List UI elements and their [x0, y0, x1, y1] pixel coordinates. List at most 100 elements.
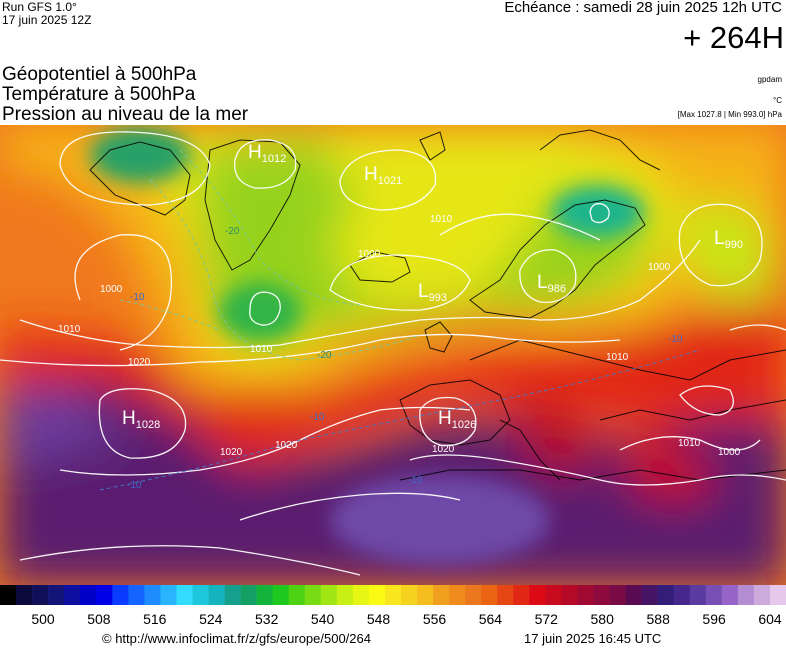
- scale-tick-8: 564: [479, 611, 503, 627]
- scale-cell-20: [320, 585, 338, 605]
- scale-cell-43: [689, 585, 707, 605]
- scale-cell-15: [240, 585, 257, 605]
- scale-cell-40: [641, 585, 658, 605]
- unit-temperature: °C: [773, 96, 782, 105]
- scale-cell-3: [48, 585, 65, 605]
- isobar-label-8: 1020: [432, 444, 455, 455]
- temperature-labels: -20 -20 -10 -10 -10 -10 -10: [127, 226, 683, 491]
- scale-cell-27: [433, 585, 450, 605]
- scale-cell-30: [481, 585, 498, 605]
- scale-cell-29: [465, 585, 482, 605]
- layer-temperature: Température à 500hPa: [2, 84, 196, 105]
- scale-tick-6: 548: [367, 611, 391, 627]
- isobar-label-9: 1010: [678, 438, 701, 449]
- scale-cell-42: [673, 585, 691, 605]
- isobars: [0, 131, 786, 576]
- layer-geopotential: Géopotentiel à 500hPa: [2, 64, 197, 85]
- pressure-center-5: H1028: [122, 408, 160, 431]
- isobar-labels: 1010 1000 1000 1010 1010 1020 1020 1020 1020 1010…: [58, 214, 741, 458]
- scale-cell-32: [513, 585, 530, 605]
- copyright[interactable]: © http://www.infoclimat.fr/z/gfs/europe/…: [102, 631, 371, 646]
- isobar-label-5: 1020: [128, 357, 151, 368]
- pressure-center-4: L986: [537, 272, 566, 295]
- scale-cell-18: [288, 585, 306, 605]
- scale-tick-12: 596: [702, 611, 726, 627]
- color-scale: 500 508 516 524 532 540 548 556 564 572 580 588 596 6…: [0, 585, 786, 627]
- scale-cell-7: [112, 585, 129, 605]
- scale-cell-12: [192, 585, 209, 605]
- scale-tick-1: 508: [87, 611, 111, 627]
- scale-cell-16: [256, 585, 273, 605]
- run-date: 17 juin 2025 12Z: [2, 13, 92, 27]
- scale-cell-25: [401, 585, 418, 605]
- scale-cell-35: [561, 585, 578, 605]
- scale-cell-0: [0, 585, 17, 605]
- layer-pressure: Pression au niveau de la mer: [2, 104, 249, 125]
- scale-cell-31: [497, 585, 514, 605]
- scale-cell-28: [449, 585, 466, 605]
- scale-tick-13: 604: [758, 611, 782, 627]
- scale-cell-45: [721, 585, 739, 605]
- scale-cell-48: [769, 585, 786, 605]
- temp-label-3: -10: [310, 412, 325, 423]
- scale-cell-10: [160, 585, 177, 605]
- scale-tick-10: 580: [591, 611, 615, 627]
- scale-tick-0: 500: [31, 611, 55, 627]
- pressure-centers: H1012 H1021 L990 L993 L986 H1028 H1026: [122, 142, 743, 431]
- scale-cell-1: [16, 585, 33, 605]
- isobar-label-12: 1010: [606, 352, 629, 363]
- echeance: Echéance : samedi 28 juin 2025 12h UTC: [504, 0, 782, 16]
- scale-cell-8: [128, 585, 145, 605]
- isobar-label-3: 1010: [58, 324, 81, 335]
- scale-cell-19: [304, 585, 322, 605]
- isobar-label-6: 1020: [220, 447, 243, 458]
- isobar-label-0: 1010: [430, 214, 453, 225]
- scale-tick-3: 524: [199, 611, 223, 627]
- scale-tick-5: 540: [311, 611, 335, 627]
- scale-cell-33: [529, 585, 546, 605]
- scale-cell-13: [208, 585, 225, 605]
- scale-cell-24: [384, 585, 402, 605]
- scale-cell-47: [753, 585, 771, 605]
- temp-label-1: -20: [317, 350, 332, 361]
- scale-cell-21: [336, 585, 354, 605]
- temp-label-2: -10: [130, 292, 145, 303]
- run-label: Run GFS 1.0°: [2, 0, 77, 14]
- unit-geopotential: gpdam: [757, 75, 782, 84]
- isobar-label-2: 1000: [100, 284, 123, 295]
- scale-cell-14: [224, 585, 241, 605]
- coastlines: [89, 129, 786, 481]
- pressure-range: [Max 1027.8 | Min 993.0] hPa: [677, 110, 782, 119]
- scale-cell-39: [625, 585, 642, 605]
- scale-tick-11: 588: [647, 611, 671, 627]
- pressure-center-2: L990: [714, 228, 743, 251]
- scale-cell-34: [545, 585, 562, 605]
- scale-cell-46: [737, 585, 755, 605]
- pressure-center-1: H1021: [364, 164, 402, 187]
- temp-label-0: -20: [225, 226, 240, 237]
- scale-cell-23: [368, 585, 386, 605]
- scale-cell-22: [352, 585, 370, 605]
- lead-time: + 264H: [683, 20, 784, 55]
- temp-label-6: -10: [668, 334, 683, 345]
- scale-cell-4: [64, 585, 81, 605]
- pressure-center-0: H1012: [248, 142, 286, 165]
- scale-cell-38: [609, 585, 626, 605]
- scale-cell-41: [657, 585, 675, 605]
- scale-cell-17: [272, 585, 290, 605]
- temperature-isotherms-minus10: [99, 349, 701, 491]
- isobar-label-11: 1000: [648, 262, 671, 273]
- isobar-label-10: 1000: [718, 447, 741, 458]
- isobar-label-1: 1000: [358, 249, 381, 260]
- temp-label-4: -10: [127, 480, 142, 491]
- temperature-isotherms: [119, 149, 421, 361]
- scale-tick-7: 556: [423, 611, 447, 627]
- pressure-center-3: L993: [418, 281, 447, 304]
- timestamp: 17 juin 2025 16:45 UTC: [524, 631, 662, 646]
- temp-label-5: -10: [408, 475, 423, 486]
- scale-tick-9: 572: [535, 611, 559, 627]
- scale-cell-44: [705, 585, 723, 605]
- scale-cell-5: [80, 585, 97, 605]
- isobar-label-7: 1020: [275, 440, 298, 451]
- scale-tick-4: 532: [255, 611, 279, 627]
